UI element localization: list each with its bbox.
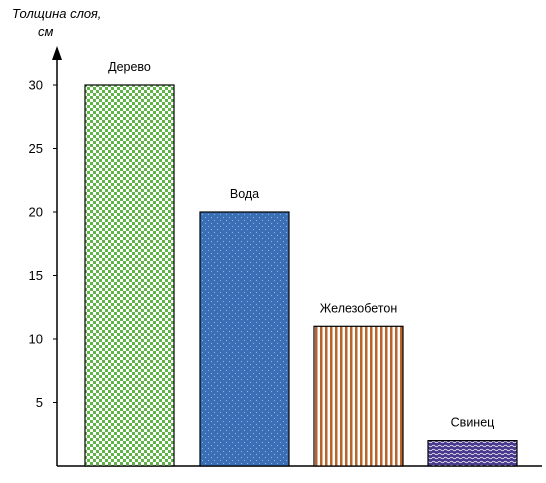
bar-label: Железобетон (320, 301, 398, 315)
bar-labels: Дерево Вода Железобетон Свинец (108, 60, 494, 430)
bar-label: Вода (230, 187, 259, 201)
bar-2 (199, 211, 290, 467)
bar-4 (427, 440, 518, 467)
y-tick-label: 25 (29, 141, 43, 156)
y-tick-label: 5 (36, 395, 43, 410)
y-tick-label: 10 (29, 332, 43, 347)
y-tick-label: 30 (29, 78, 43, 93)
bars (84, 84, 518, 467)
y-ticks: 5 10 15 20 25 30 (29, 78, 57, 410)
y-tick-label: 20 (29, 205, 43, 220)
bar-label: Свинец (451, 416, 495, 430)
y-tick-label: 15 (29, 268, 43, 283)
bar-1 (84, 84, 175, 467)
bar-label: Дерево (108, 60, 151, 74)
y-axis-arrow (52, 46, 62, 60)
y-axis-label-line2: см (38, 24, 54, 39)
bar-3 (313, 325, 404, 467)
y-axis-label-line1: Толщина слоя, (12, 6, 101, 21)
